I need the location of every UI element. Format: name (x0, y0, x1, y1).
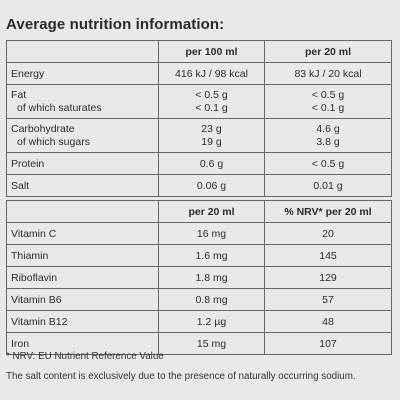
value-nrv: 129 (264, 266, 392, 289)
value-amount: 0.8 mg (158, 288, 265, 311)
value-amount: 1.6 mg (158, 244, 265, 267)
row-label-sub: of which saturates (17, 101, 102, 114)
header-label-cell (6, 200, 159, 223)
value-sub: < 0.1 g (311, 101, 345, 114)
salt-footnote: The salt content is exclusively due to t… (6, 371, 356, 382)
value-amount: 15 mg (158, 332, 265, 355)
row-label: Thiamin (6, 244, 159, 267)
vitamin-table: per 20 ml % NRV* per 20 ml Vitamin C 16 … (6, 200, 392, 355)
table-header-row: per 20 ml % NRV* per 20 ml (6, 200, 392, 223)
table-row: Vitamin B12 1.2 µg 48 (6, 310, 392, 333)
row-label: Vitamin B12 (6, 310, 159, 333)
value-amount: 1.8 mg (158, 266, 265, 289)
table-row: Vitamin B6 0.8 mg 57 (6, 288, 392, 311)
table-row: Vitamin C 16 mg 20 (6, 222, 392, 245)
table-row-fat: Fat of which saturates < 0.5 g < 0.1 g <… (6, 84, 392, 119)
row-label: Carbohydrate of which sugars (6, 118, 159, 153)
value-per100: 0.06 g (158, 174, 265, 197)
table-row-protein: Protein 0.6 g < 0.5 g (6, 152, 392, 175)
value-per20: < 0.5 g (264, 152, 392, 175)
row-label: Protein (6, 152, 159, 175)
value-amount: 1.2 µg (158, 310, 265, 333)
row-label-main: Fat (11, 88, 27, 101)
header-per100: per 100 ml (158, 40, 265, 63)
value-per100: 23 g 19 g (158, 118, 265, 153)
row-label-main: Carbohydrate (11, 122, 75, 135)
header-label-cell (6, 40, 159, 63)
value-per100: 0.6 g (158, 152, 265, 175)
value-sub: < 0.1 g (195, 101, 228, 114)
value-per20: 83 kJ / 20 kcal (264, 62, 392, 85)
table-row-energy: Energy 416 kJ / 98 kcal 83 kJ / 20 kcal (6, 62, 392, 85)
value-per20: < 0.5 g < 0.1 g (264, 84, 392, 119)
value-nrv: 48 (264, 310, 392, 333)
row-label: Riboflavin (6, 266, 159, 289)
header-nrv: % NRV* per 20 ml (264, 200, 392, 223)
value-amount: 16 mg (158, 222, 265, 245)
table-row: Thiamin 1.6 mg 145 (6, 244, 392, 267)
value-main: 4.6 g (316, 122, 340, 135)
value-sub: 3.8 g (316, 135, 340, 148)
value-per100: < 0.5 g < 0.1 g (158, 84, 265, 119)
value-nrv: 20 (264, 222, 392, 245)
nrv-footnote: * NRV: EU Nutrient Reference Value (6, 351, 164, 362)
value-per100: 416 kJ / 98 kcal (158, 62, 265, 85)
table-row: Iron 15 mg 107 (6, 332, 392, 355)
value-per20: 0.01 g (264, 174, 392, 197)
nutrition-table: per 100 ml per 20 ml Energy 416 kJ / 98 … (6, 40, 392, 197)
table-row-carbohydrate: Carbohydrate of which sugars 23 g 19 g 4… (6, 118, 392, 153)
value-main: < 0.5 g (195, 88, 228, 101)
row-label: Fat of which saturates (6, 84, 159, 119)
header-per20: per 20 ml (264, 40, 392, 63)
value-nrv: 107 (264, 332, 392, 355)
value-nrv: 145 (264, 244, 392, 267)
value-per20: 4.6 g 3.8 g (264, 118, 392, 153)
value-main: 23 g (201, 122, 222, 135)
value-nrv: 57 (264, 288, 392, 311)
header-per20: per 20 ml (158, 200, 265, 223)
row-label: Energy (6, 62, 159, 85)
page-title: Average nutrition information: (6, 16, 225, 33)
row-label: Iron (6, 332, 159, 355)
row-label: Vitamin B6 (6, 288, 159, 311)
row-label-sub: of which sugars (17, 135, 90, 148)
table-header-row: per 100 ml per 20 ml (6, 40, 392, 63)
value-main: < 0.5 g (311, 88, 345, 101)
table-row-salt: Salt 0.06 g 0.01 g (6, 174, 392, 197)
row-label: Vitamin C (6, 222, 159, 245)
table-row: Riboflavin 1.8 mg 129 (6, 266, 392, 289)
value-sub: 19 g (201, 135, 222, 148)
row-label: Salt (6, 174, 159, 197)
